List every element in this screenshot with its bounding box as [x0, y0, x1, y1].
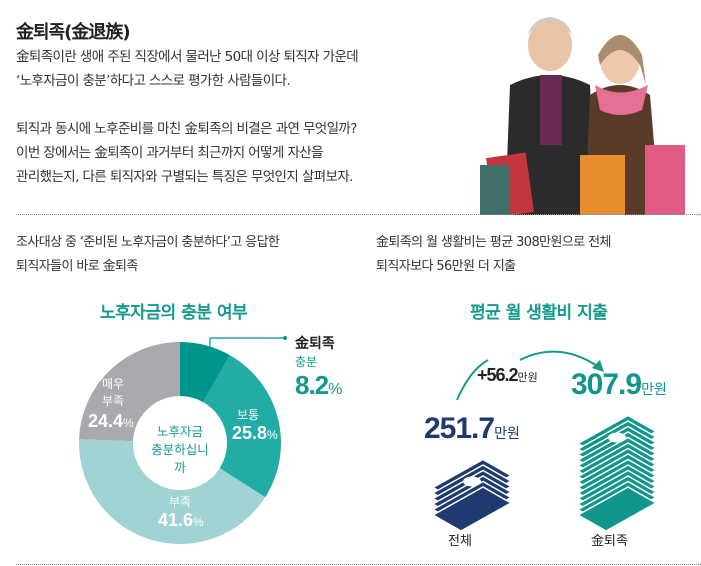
- spending-chart: [431, 350, 658, 532]
- value: 251.7: [424, 412, 495, 445]
- value: 24.4: [88, 411, 124, 431]
- label-line: 매우: [101, 377, 125, 391]
- donut-slice-0: [180, 342, 230, 403]
- callout-dot: [283, 336, 287, 340]
- slice-label-normal: 보통: [236, 408, 260, 422]
- callout-label: 충분: [295, 355, 318, 369]
- slice-label-short: 부족: [168, 495, 192, 509]
- intro-paragraph-2: 퇴직과 동시에 노후준비를 마친 金퇴족의 비결은 과연 무엇일까? 이번 장에…: [16, 117, 357, 189]
- label-line: 부족: [101, 394, 125, 408]
- percent-sign: %: [267, 428, 278, 442]
- overall-money-stack-bill: [431, 486, 513, 532]
- slice-value-very-short: 24.4%: [88, 411, 134, 432]
- slice-label-very-short: 매우 부족: [98, 376, 128, 410]
- value: 307.9: [571, 368, 642, 401]
- unit: 만원: [641, 381, 667, 397]
- value: 25.8: [232, 423, 268, 443]
- slice-value-short: 41.6%: [158, 510, 204, 531]
- arrow-curve: [456, 359, 489, 401]
- intro-line: 퇴직과 동시에 노후준비를 마친 金퇴족의 비결은 과연 무엇일까?: [16, 121, 357, 137]
- center-line: 노후자금: [156, 424, 203, 439]
- percent-sign: %: [328, 381, 342, 398]
- caption-line: 金퇴족의 월 생활비는 평균 308만원으로 전체: [376, 235, 611, 250]
- intro-line: 관리했는지, 다른 퇴직자와 구별되는 특징은 무엇인지 살펴보자.: [16, 169, 353, 185]
- slice-value-normal: 25.8%: [232, 423, 278, 444]
- senior-couple-illustration: [480, 17, 685, 215]
- arrow-head-icon: [592, 360, 604, 372]
- donut-slice-2: [78, 439, 266, 544]
- caption-line: 퇴직자들이 바로 金퇴족: [16, 259, 138, 274]
- divider: [16, 214, 701, 215]
- category-overall: 전체: [448, 534, 472, 549]
- pie-chart-title: 노후자금의 충분 여부: [100, 303, 248, 323]
- difference-value: +56.2만원: [477, 365, 538, 386]
- spending-chart-title: 평균 월 생활비 지출: [470, 303, 608, 323]
- caption-line: 퇴직자보다 56만원 더 지출: [376, 259, 516, 274]
- intro-line: 이번 장에서는 金퇴족이 과거부터 최근까지 어떻게 자산을: [16, 145, 324, 161]
- overall-value: 251.7만원: [424, 412, 520, 446]
- donut-slice-1: [203, 355, 281, 498]
- donut-center-label: 노후자금 충분하십니까: [150, 423, 210, 477]
- page-title: 金퇴족(金退族): [16, 22, 131, 43]
- arrow-curve: [519, 350, 601, 369]
- diff-number: +56.2: [477, 365, 519, 385]
- geumtoe-money-stack-coin-mark: [608, 432, 626, 443]
- divider: [16, 564, 701, 565]
- geumtoe-money-stack-bill: [576, 486, 658, 532]
- donut-chart: [78, 336, 287, 544]
- percent-sign: %: [193, 515, 204, 529]
- value: 41.6: [158, 510, 194, 530]
- geumtoe-value: 307.9만원: [571, 368, 667, 402]
- callout-line: [209, 337, 285, 351]
- callout-value: 8.2%: [295, 370, 342, 401]
- intro-paragraph-1: 金퇴족이란 생애 주된 직장에서 물러난 50대 이상 퇴직자 가운데 ‘노후자…: [16, 45, 359, 93]
- overall-money-stack-coin-mark: [463, 476, 481, 487]
- left-caption: 조사대상 중 ‘준비된 노후자금이 충분하다’고 응답한 퇴직자들이 바로 金퇴…: [16, 231, 280, 279]
- category-geumtoe: 金퇴족: [591, 534, 628, 549]
- unit: 만원: [494, 425, 520, 441]
- donut-slice-3: [79, 342, 180, 442]
- percent-sign: %: [123, 416, 134, 430]
- caption-line: 조사대상 중 ‘준비된 노후자금이 충분하다’고 응답한: [16, 235, 280, 250]
- intro-line: ‘노후자금이 충분’하다고 스스로 평가한 사람들이다.: [16, 73, 291, 89]
- callout-number: 8.2: [295, 370, 329, 400]
- unit: 만원: [517, 372, 538, 384]
- center-line: 충분하십니까: [151, 442, 209, 475]
- intro-line: 金퇴족이란 생애 주된 직장에서 물러난 50대 이상 퇴직자 가운데: [16, 49, 359, 65]
- callout-group: 金퇴족: [295, 336, 335, 352]
- right-caption: 金퇴족의 월 생활비는 평균 308만원으로 전체 퇴직자보다 56만원 더 지…: [376, 231, 611, 279]
